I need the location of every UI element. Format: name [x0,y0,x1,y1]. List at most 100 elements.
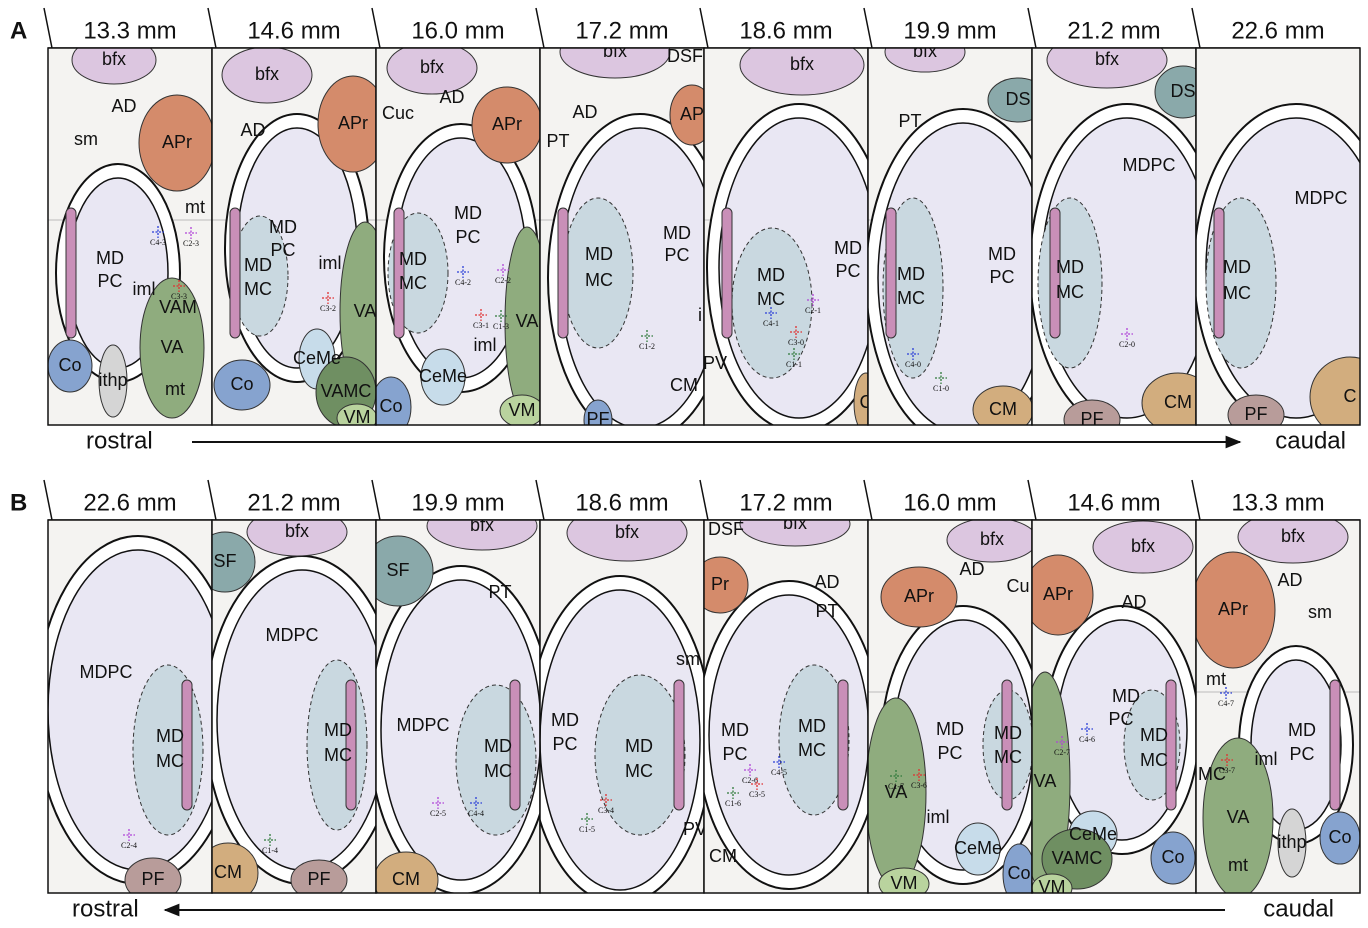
region-label: MD [454,203,482,223]
region-label: PF [307,869,330,889]
region-label: MC [324,745,352,765]
section-depth: 17.2 mm [575,17,668,44]
electrode-label: C2-7 [1054,748,1070,757]
direction-start: caudal [1263,895,1334,922]
electrode-label: C2-3 [183,239,199,248]
region-label: CM [989,399,1017,419]
region-label: VA [161,337,184,357]
region-label: APr [162,132,192,152]
region-label: MC [484,761,512,781]
region-label: AD [240,120,265,140]
electrode-label: C2-0 [1119,340,1135,349]
electrode-label: C4-7 [1218,699,1234,708]
region-label: bfx [1131,536,1155,556]
section: bfxMDPCMDMCPVCC2-1C4-1C3-0C1-1 [703,35,891,433]
region-label: MD [1288,720,1316,740]
region-label: MC [1140,750,1168,770]
section-depth: 21.2 mm [1067,17,1160,44]
region-label: MD [936,719,964,739]
electrode-label: C1-4 [262,846,278,855]
electrode-label: C3-4 [598,806,614,815]
region-label: DS [1170,81,1195,101]
section-depth: 21.2 mm [247,489,340,516]
region-label: VA [1227,807,1250,827]
region-label: APr [1043,584,1073,604]
region-label: ithp [98,370,127,390]
section-depth: 13.3 mm [83,17,176,44]
region-label: VA [354,301,377,321]
region-label: SF [386,560,409,580]
region-label: Co [1007,863,1030,883]
region-label: PC [664,245,689,265]
region-label: iml [1255,749,1278,769]
electrode-label: C1-1 [786,360,802,369]
region-label: VM [509,400,536,420]
region-label: MD [834,238,862,258]
section-depth: 16.0 mm [903,489,996,516]
section: bfxDSFADAPPTMDMCMDPCiCMPFC1-2 [540,26,732,442]
section-depth: 19.9 mm [411,489,504,516]
region-label: CM [392,869,420,889]
region-label: AD [111,96,136,116]
panel-letter: A [10,17,27,44]
pv-strip [722,208,732,338]
electrode-label: C4-6 [1079,735,1095,744]
region-label: MC [585,270,613,290]
section: bfxSFMDPCMDMCCMPFC1-4 [195,508,399,903]
region-label: VAMC [321,381,372,401]
region-label: PC [455,227,480,247]
section-depth: 18.6 mm [739,17,832,44]
electrode-label: C2-5 [430,809,446,818]
region-label: AP [680,104,704,124]
electrode-label: C3-3 [171,292,187,301]
region-label: PT [898,111,921,131]
electrode-label: C4-1 [763,319,779,328]
region-label: i [698,305,702,325]
section: MDPCMDMCPFC [1194,48,1368,437]
region-label: iml [927,807,950,827]
pv-strip [1002,680,1012,810]
region-label: Pr [711,574,729,594]
pv-strip [1166,680,1176,810]
electrode-label: C1-7 [888,782,904,791]
region-label: SF [213,551,236,571]
electrode-label: C1-6 [725,799,741,808]
region-label: Cuc [382,103,414,123]
pv-strip [66,208,76,338]
region-label: CeMe [293,348,341,368]
region-label: MDPC [266,625,319,645]
region-label: MC [994,747,1022,767]
region-label: CM [670,375,698,395]
electrode-label: C4-2 [455,278,471,287]
section: bfxADsmAPrmtMDPCimlVAMVACoithpmtC4-3C2-3… [48,36,215,425]
region-label: MC [1056,282,1084,302]
direction-start: rostral [86,427,153,454]
region-label: VM [344,407,371,427]
section: MDPCMDMCPFC2-4 [36,520,240,902]
section-depth: 22.6 mm [83,489,176,516]
section: bfxAPrADMDPCMDMCVACeMeVAMCCoVMC4-6C2-7 [1020,520,1199,902]
region-label: MD [1140,725,1168,745]
region-label: bfx [102,49,126,69]
region-label: Co [379,396,402,416]
region-label: bfx [255,64,279,84]
region-label: MD [484,736,512,756]
region-label: PC [1289,744,1314,764]
section-depth: 14.6 mm [1067,489,1160,516]
region-label: PF [141,869,164,889]
region-label: MD [721,720,749,740]
region-label: MD [663,223,691,243]
section-depth: 14.6 mm [247,17,340,44]
region-label: MC [156,751,184,771]
region-label: MC [625,761,653,781]
region-label: AD [814,572,839,592]
figure: A13.3 mmbfxADsmAPrmtMDPCimlVAMVACoithpmt… [0,0,1368,928]
electrode-label: C2-4 [121,841,137,850]
region-label: VM [891,873,918,893]
region-label: MD [324,720,352,740]
region-label: APr [1218,599,1248,619]
region-label: AD [439,87,464,107]
region-label: APr [338,113,368,133]
